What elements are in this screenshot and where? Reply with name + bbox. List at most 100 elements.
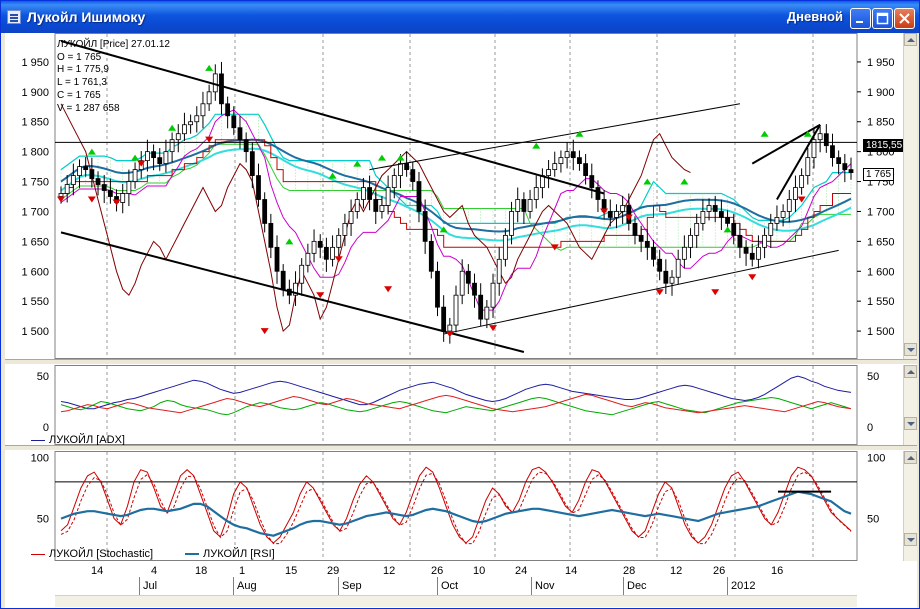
candle-body: [607, 211, 613, 218]
candle-body: [212, 73, 218, 93]
scroll-down-button[interactable]: [904, 343, 917, 356]
candle-body: [410, 169, 416, 182]
date-tick-12: 12: [670, 565, 683, 577]
candle-body: [231, 115, 237, 129]
candle-body: [688, 234, 693, 248]
candle-body: [194, 115, 200, 123]
candle-body: [848, 169, 854, 173]
adx-scroll-down-button[interactable]: [904, 417, 917, 430]
buy-signal-arrow: [87, 148, 96, 155]
price-ytick-left-0: 1 950: [21, 57, 49, 69]
candle-body: [780, 211, 786, 218]
candle-body: [725, 217, 730, 224]
candle-body: [126, 181, 132, 194]
candle-body: [64, 184, 70, 194]
adx-series-1: [60, 396, 852, 416]
buy-signal-arrow: [803, 130, 812, 137]
horizontal-scrollbar[interactable]: [55, 595, 857, 607]
candle-body: [496, 258, 502, 284]
maximize-button[interactable]: [872, 8, 893, 29]
candle-body: [145, 151, 150, 162]
osc-scroll-up-button[interactable]: [904, 451, 917, 464]
buy-signal-arrow: [575, 130, 584, 137]
buy-signal-arrow: [353, 160, 362, 167]
info-header: ЛУКОЙЛ [Price] 27.01.12: [57, 39, 170, 50]
month-divider: [437, 577, 438, 607]
date-tick-7: 26: [431, 565, 444, 577]
osc-scroll-down-button[interactable]: [904, 533, 917, 546]
sell-signal-arrow: [797, 196, 806, 203]
pane-splitter[interactable]: [5, 359, 917, 365]
title-bar[interactable]: Лукойл Ишимоку Дневной: [1, 1, 919, 33]
date-tick-13: 26: [713, 565, 726, 577]
candle-body: [435, 270, 440, 308]
date-tick-2: 18: [195, 565, 208, 577]
resistance-trendline: [369, 103, 740, 171]
oscillator-pane[interactable]: 100 100 50 50 ЛУКОЙЛ [Stochastic] ЛУКОЙЛ [R…: [5, 451, 917, 561]
date-tick-9: 24: [515, 565, 528, 577]
sell-signal-arrow: [334, 256, 343, 263]
price-plot-frame: [54, 33, 858, 359]
oscillator-scrollbar[interactable]: [903, 451, 917, 561]
last-price-tag: 1 765: [863, 168, 895, 181]
candle-body: [484, 306, 490, 320]
price-scrollbar[interactable]: [903, 33, 917, 359]
candle-body: [509, 211, 514, 236]
candle-body: [354, 199, 360, 212]
price-pane[interactable]: 1 950 1 950 1 900 1 900 1 850 1 850 1 800 1 800…: [5, 33, 917, 359]
candle-body: [836, 157, 842, 165]
candle-body: [774, 217, 780, 224]
adx-scroll-up-button[interactable]: [904, 365, 917, 378]
candle-body: [756, 246, 761, 260]
candle-body: [336, 234, 342, 248]
pane-splitter-2[interactable]: [5, 445, 917, 451]
scroll-up-button[interactable]: [904, 33, 917, 46]
candle-body: [583, 163, 589, 176]
adx-pane[interactable]: 50 50 0 0 ЛУКОЙЛ [ADX]: [5, 365, 917, 446]
price-ytick-left-9: 1 500: [21, 326, 49, 338]
buy-signal-arrow: [532, 142, 541, 149]
month-divider: [233, 577, 234, 607]
candle-body: [502, 234, 508, 260]
oscillator-chart[interactable]: 100 100 50 50: [5, 451, 917, 561]
candle-body: [107, 190, 113, 197]
candle-body: [521, 199, 527, 212]
date-tick-3: 1: [239, 565, 246, 577]
candle-body: [157, 157, 163, 165]
adx-chart[interactable]: 50 50 0 0: [5, 365, 917, 445]
candle-body: [237, 127, 243, 141]
month-divider: [727, 577, 728, 607]
month-label-6: 2012: [731, 580, 756, 592]
sell-signal-arrow: [445, 331, 454, 338]
candle-body: [58, 193, 64, 197]
month-label-4: Nov: [535, 580, 555, 592]
candle-body: [632, 223, 638, 236]
candle-body: [398, 163, 403, 176]
candle-body: [675, 258, 681, 278]
candle-body: [342, 223, 348, 236]
minimize-button[interactable]: [850, 8, 871, 29]
candle-body: [589, 175, 595, 188]
candle-body: [651, 246, 656, 260]
stochastic-signal-line: [60, 471, 852, 545]
timeframe-label[interactable]: Дневной: [786, 9, 843, 24]
candle-body: [718, 211, 724, 218]
arrow-down-icon: [907, 422, 915, 426]
date-tick-5: 29: [327, 565, 340, 577]
info-close: C = 1 765: [57, 89, 101, 101]
close-button[interactable]: [894, 8, 915, 29]
osc-ytick-left-1: 50: [37, 514, 49, 526]
adx-legend: ЛУКОЙЛ [ADX]: [31, 434, 125, 446]
adx-series-2: [60, 393, 852, 414]
sell-signal-arrow: [137, 160, 146, 167]
buy-signal-arrow: [131, 154, 140, 161]
rsi-legend: ЛУКОЙЛ [RSI]: [185, 548, 275, 560]
adx-scrollbar[interactable]: [903, 365, 917, 445]
month-label-1: Aug: [237, 580, 257, 592]
candle-body: [453, 294, 459, 326]
adx-ytick-right-0: 50: [867, 371, 879, 383]
month-divider: [531, 577, 532, 607]
buy-signal-arrow: [377, 154, 386, 161]
price-ytick-right-0: 1 950: [867, 57, 895, 69]
